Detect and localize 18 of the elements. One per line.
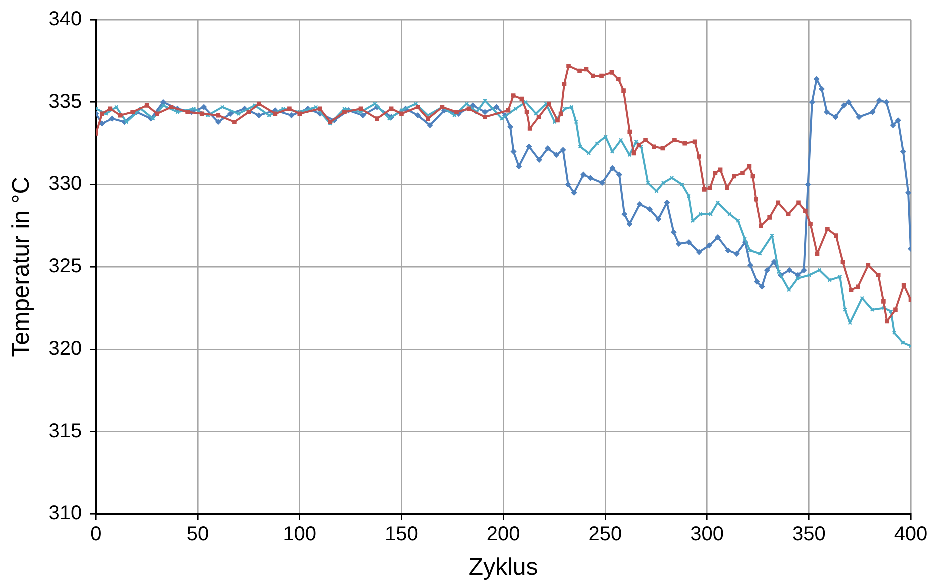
y-tick-label: 330 <box>48 173 82 196</box>
x-tick-label: 400 <box>894 524 928 546</box>
x-tick-label: 100 <box>283 524 317 546</box>
y-tick-label: 320 <box>48 338 82 360</box>
y-tick-label: 340 <box>48 8 82 31</box>
x-tick-label: 0 <box>90 524 102 546</box>
x-tick-label: 200 <box>486 524 520 546</box>
y-tick-label: 325 <box>48 256 82 278</box>
x-tick-label: 250 <box>588 524 622 546</box>
y-axis-title: Temperatur in °C <box>8 176 36 358</box>
y-tick-label: 315 <box>48 420 82 442</box>
x-axis-title: Zyklus <box>468 554 538 582</box>
x-tick-label: 50 <box>186 524 210 546</box>
x-tick-label: 150 <box>385 524 418 546</box>
y-tick-label: 335 <box>48 90 82 113</box>
x-tick-label: 300 <box>690 524 724 546</box>
x-tick-label: 350 <box>792 524 826 546</box>
y-tick-label: 310 <box>48 502 82 525</box>
